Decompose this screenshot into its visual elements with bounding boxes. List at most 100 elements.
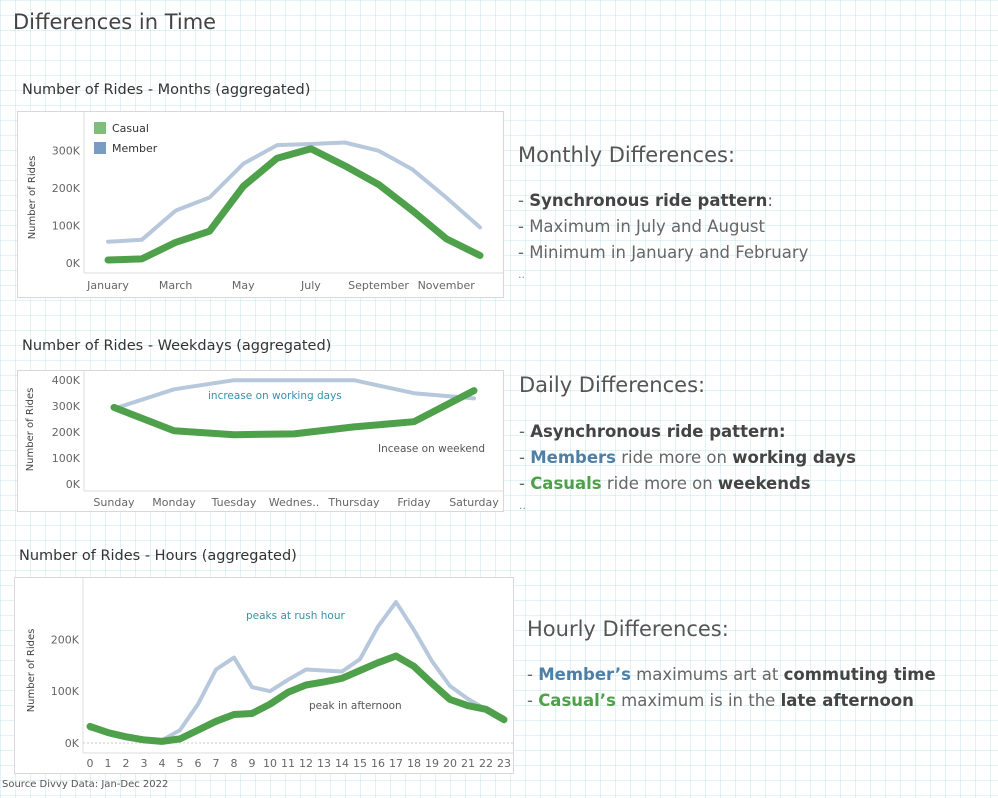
daily-heading: Daily Differences: [519, 373, 706, 397]
monthly-x-tick-label: January [86, 279, 129, 292]
daily-bullet-segment: - [519, 448, 531, 467]
monthly-y-axis-label: Number of Rides [27, 156, 38, 240]
monthly-y-tick-label: 200K [52, 182, 81, 195]
hourly-x-tick-label: 23 [497, 757, 511, 770]
hourly-x-tick-label: 11 [281, 757, 295, 770]
monthly-x-tick-label: November [418, 279, 476, 292]
hourly-bullet-segment: - [527, 691, 539, 710]
hourly-y-tick-label: 0K [65, 737, 80, 750]
monthly-bullet-2: - Maximum in July and August [518, 214, 808, 240]
weekday-y-tick-label: 0K [66, 478, 81, 491]
hourly-x-tick-label: 8 [231, 757, 238, 770]
source-note: Source Divvy Data: Jan-Dec 2022 [2, 779, 169, 790]
weekday-series-casual-line [110, 387, 478, 439]
hourly-x-tick-label: 1 [105, 757, 112, 770]
hourly-x-tick-label: 18 [407, 757, 421, 770]
monthly-x-tick-label: September [348, 279, 409, 292]
hourly-bullet-2: - Casual’s maximum is in the late aftern… [527, 688, 936, 714]
monthly-series-member-line [106, 140, 482, 244]
monthly-bullets: - Synchronous ride pattern: - Maximum in … [518, 188, 808, 266]
monthly-chart-svg: Number of Rides 0K 100K 200K 300K January Marc… [27, 112, 503, 292]
daily-bullet-segment: weekends [717, 474, 811, 493]
hourly-x-tick-label: 19 [425, 757, 439, 770]
monthly-y-tick-label: 0K [66, 257, 81, 270]
legend-item-casual[interactable]: Casual [94, 122, 149, 135]
hourly-x-tick-label: 12 [299, 757, 313, 770]
weekday-series-member-line [112, 378, 476, 411]
daily-bullet-segment: - [519, 474, 531, 493]
hourly-series-member-line [88, 600, 506, 743]
hourly-x-tick-label: 15 [353, 757, 367, 770]
monthly-x-tick-label: July [300, 279, 321, 292]
hourly-bullet-segment: - [527, 665, 539, 684]
daily-bullet-segment: ride more on [601, 474, 718, 493]
hourly-x-tick-label: 2 [123, 757, 130, 770]
hourly-x-tick-label: 5 [177, 757, 184, 770]
hourly-bullet-segment: late afternoon [780, 691, 914, 710]
daily-ellipsis[interactable]: .. [519, 499, 526, 512]
page-title: Differences in Time [13, 10, 217, 34]
hourly-x-tick-label: 9 [249, 757, 256, 770]
legend-swatch-member [94, 142, 106, 154]
daily-bullet-segment: ride more on [615, 448, 733, 467]
weekday-y-tick-label: 300K [52, 400, 81, 413]
monthly-heading: Monthly Differences: [518, 143, 736, 167]
weekday-x-tick-label: Friday [397, 496, 431, 509]
daily-bullets: - Asynchronous ride pattern: - Members ri… [519, 419, 856, 497]
daily-bullet-segment: Casuals [530, 474, 602, 493]
hourly-x-tick-label: 7 [213, 757, 220, 770]
hourly-bullet-segment: Casual’s [538, 691, 616, 710]
weekday-y-axis-label: Number of Rides [25, 388, 36, 472]
weekday-x-tick-label: Saturday [449, 496, 499, 509]
daily-bullet-3: - Casuals ride more on weekends [519, 471, 856, 497]
hourly-series-casual-line [86, 652, 508, 745]
legend-item-member[interactable]: Member [94, 142, 157, 155]
daily-bullet-segment: Asynchronous ride pattern: [530, 422, 786, 441]
hourly-annotation-1: peaks at rush hour [246, 610, 346, 622]
monthly-bullet-1: - Synchronous ride pattern: [518, 188, 808, 214]
hourly-bullet-1: - Member’s maximums art at commuting tim… [527, 662, 936, 688]
weekday-x-tick-label: Sunday [93, 496, 135, 509]
hourly-x-tick-label: 16 [371, 757, 385, 770]
hourly-x-tick-label: 0 [87, 757, 94, 770]
monthly-bullet-segment: : [767, 191, 773, 210]
legend-label-member: Member [112, 142, 158, 155]
hourly-x-tick-label: 14 [335, 757, 349, 770]
hourly-x-tick-label: 4 [159, 757, 166, 770]
monthly-series-casual-line [104, 145, 484, 264]
monthly-y-tick-label: 100K [52, 220, 81, 233]
daily-bullet-2: - Members ride more on working days [519, 445, 856, 471]
weekday-chart[interactable]: Number of Rides 0K 100K 200K 300K 400K Sunday M… [17, 370, 504, 512]
monthly-bullet-3: - Minimum in January and February [518, 240, 808, 266]
weekday-y-tick-label: 200K [52, 426, 81, 439]
hourly-y-tick-label: 100K [51, 685, 80, 698]
legend-swatch-casual [94, 122, 106, 134]
hourly-x-tick-label: 10 [263, 757, 277, 770]
hourly-y-tick-label: 200K [51, 633, 80, 646]
hourly-bullets: - Member’s maximums art at commuting tim… [527, 662, 936, 714]
hourly-x-tick-label: 3 [141, 757, 148, 770]
hourly-y-axis-label: Number of Rides [26, 629, 37, 713]
monthly-chart-title: Number of Rides - Months (aggregated) [22, 82, 311, 98]
monthly-y-tick-label: 300K [52, 145, 81, 158]
monthly-x-tick-label: March [159, 279, 193, 292]
hourly-x-tick-label: 22 [479, 757, 493, 770]
daily-bullet-segment: - [519, 422, 531, 441]
monthly-ellipsis[interactable]: .. [518, 268, 525, 281]
monthly-bullet-segment: - Minimum in January and February [518, 243, 809, 262]
hourly-x-tick-label: 6 [195, 757, 202, 770]
hourly-chart[interactable]: Number of Rides 0K 100K 200K 0 1 2 3 4 5 6 7 8 9 10 11 1… [14, 577, 514, 774]
hourly-heading: Hourly Differences: [527, 617, 729, 641]
weekday-annotation-1: increase on working days [208, 390, 342, 402]
weekday-y-tick-label: 100K [52, 452, 81, 465]
daily-bullet-1: - Asynchronous ride pattern: [519, 419, 856, 445]
hourly-bullet-segment: maximum is in the [615, 691, 781, 710]
daily-bullet-segment: working days [732, 448, 856, 467]
hourly-x-tick-label: 13 [317, 757, 331, 770]
hourly-x-tick-label: 21 [461, 757, 475, 770]
weekday-x-tick-label: Monday [152, 496, 196, 509]
monthly-chart[interactable]: Number of Rides 0K 100K 200K 300K January Marc… [17, 111, 504, 298]
weekday-chart-title: Number of Rides - Weekdays (aggregated) [22, 338, 332, 354]
legend-label-casual: Casual [112, 122, 149, 135]
